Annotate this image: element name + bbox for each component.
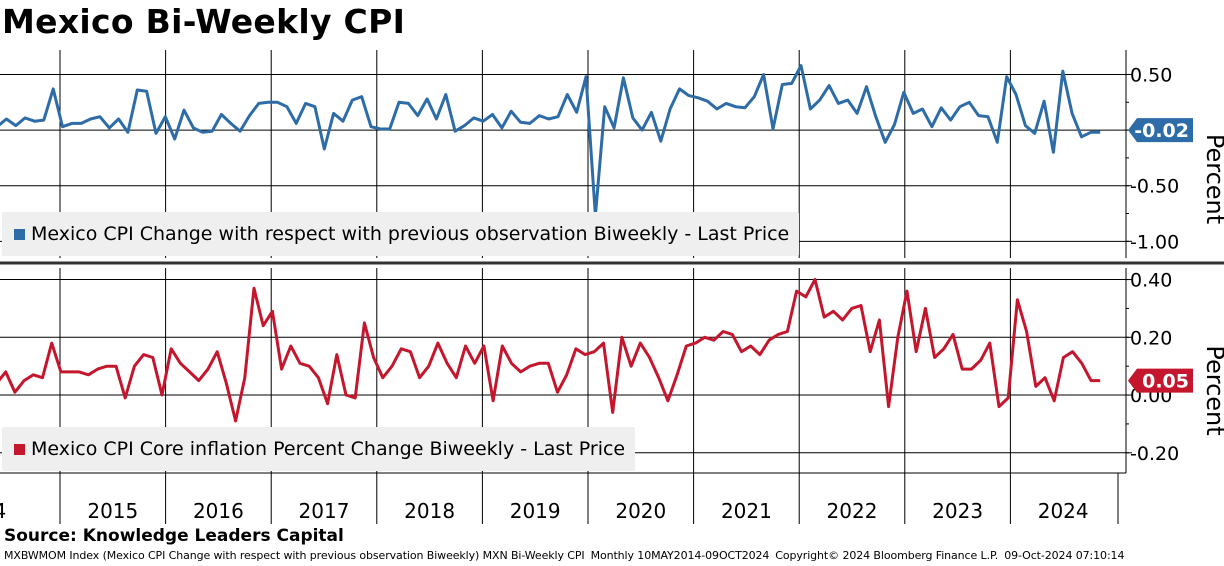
- x-tick-label: 2020: [615, 499, 666, 523]
- legend-bottom: Mexico CPI Core inflation Percent Change…: [2, 427, 636, 471]
- y-tick-label: -0.20: [1130, 443, 1179, 465]
- x-tick-label: 2015: [87, 499, 138, 523]
- last-value-label: -0.02: [1134, 120, 1189, 142]
- x-tick-label: 2016: [193, 499, 244, 523]
- x-tick-label: 2018: [404, 499, 455, 523]
- legend-top-label: Mexico CPI Change with respect with prev…: [31, 223, 790, 245]
- x-tick-label: 2021: [721, 499, 772, 523]
- footer-range: Monthly 10MAY2014-09OCT2024: [590, 549, 770, 562]
- x-tick-label: 2017: [299, 499, 350, 523]
- x-tick-label: 2023: [932, 499, 983, 523]
- footer-timestamp: 09-Oct-2024 07:10:14: [1004, 549, 1125, 562]
- last-value-tag: [1128, 368, 1193, 393]
- x-tick-label: 2019: [510, 499, 561, 523]
- x-tick-label: 2022: [827, 499, 878, 523]
- x-tick-label: 2024: [1038, 499, 1089, 523]
- legend-top: Mexico CPI Change with respect with prev…: [2, 212, 800, 256]
- footer-index: MXBWMOM Index (Mexico CPI Change with re…: [4, 549, 585, 562]
- y-tick-label: -1.00: [1130, 231, 1179, 253]
- y-axis-title: Percent: [1201, 134, 1224, 224]
- footer: MXBWMOM Index (Mexico CPI Change with re…: [4, 549, 1130, 562]
- chart-title: Mexico Bi-Weekly CPI: [2, 2, 406, 41]
- y-axis-title: Percent: [1201, 345, 1224, 435]
- x-tick-label: 2014: [0, 499, 6, 523]
- source-note: Source: Knowledge Leaders Capital: [4, 526, 344, 546]
- y-tick-label: 0.40: [1130, 270, 1172, 292]
- last-value-tag: [1128, 118, 1193, 143]
- legend-swatch-icon: [14, 443, 25, 455]
- legend-swatch-icon: [14, 228, 25, 240]
- y-tick-label: 0.20: [1130, 327, 1172, 349]
- y-tick-label: -0.50: [1130, 176, 1179, 198]
- footer-copyright: Copyright© 2024 Bloomberg Finance L.P.: [775, 549, 999, 562]
- legend-bottom-label: Mexico CPI Core inflation Percent Change…: [31, 438, 626, 460]
- x-axis: 2014 2015 2016 2017 2018 2019 2020 2021 2022 2023…: [0, 258, 1224, 524]
- series-line-top: [0, 64, 1101, 218]
- series-line-bottom: [0, 278, 1101, 423]
- bottom-panel: 0.400.200.00-0.200.05 Percent: [0, 268, 1224, 473]
- y-tick-label: 0.50: [1130, 64, 1172, 86]
- last-value-label: 0.05: [1142, 371, 1189, 393]
